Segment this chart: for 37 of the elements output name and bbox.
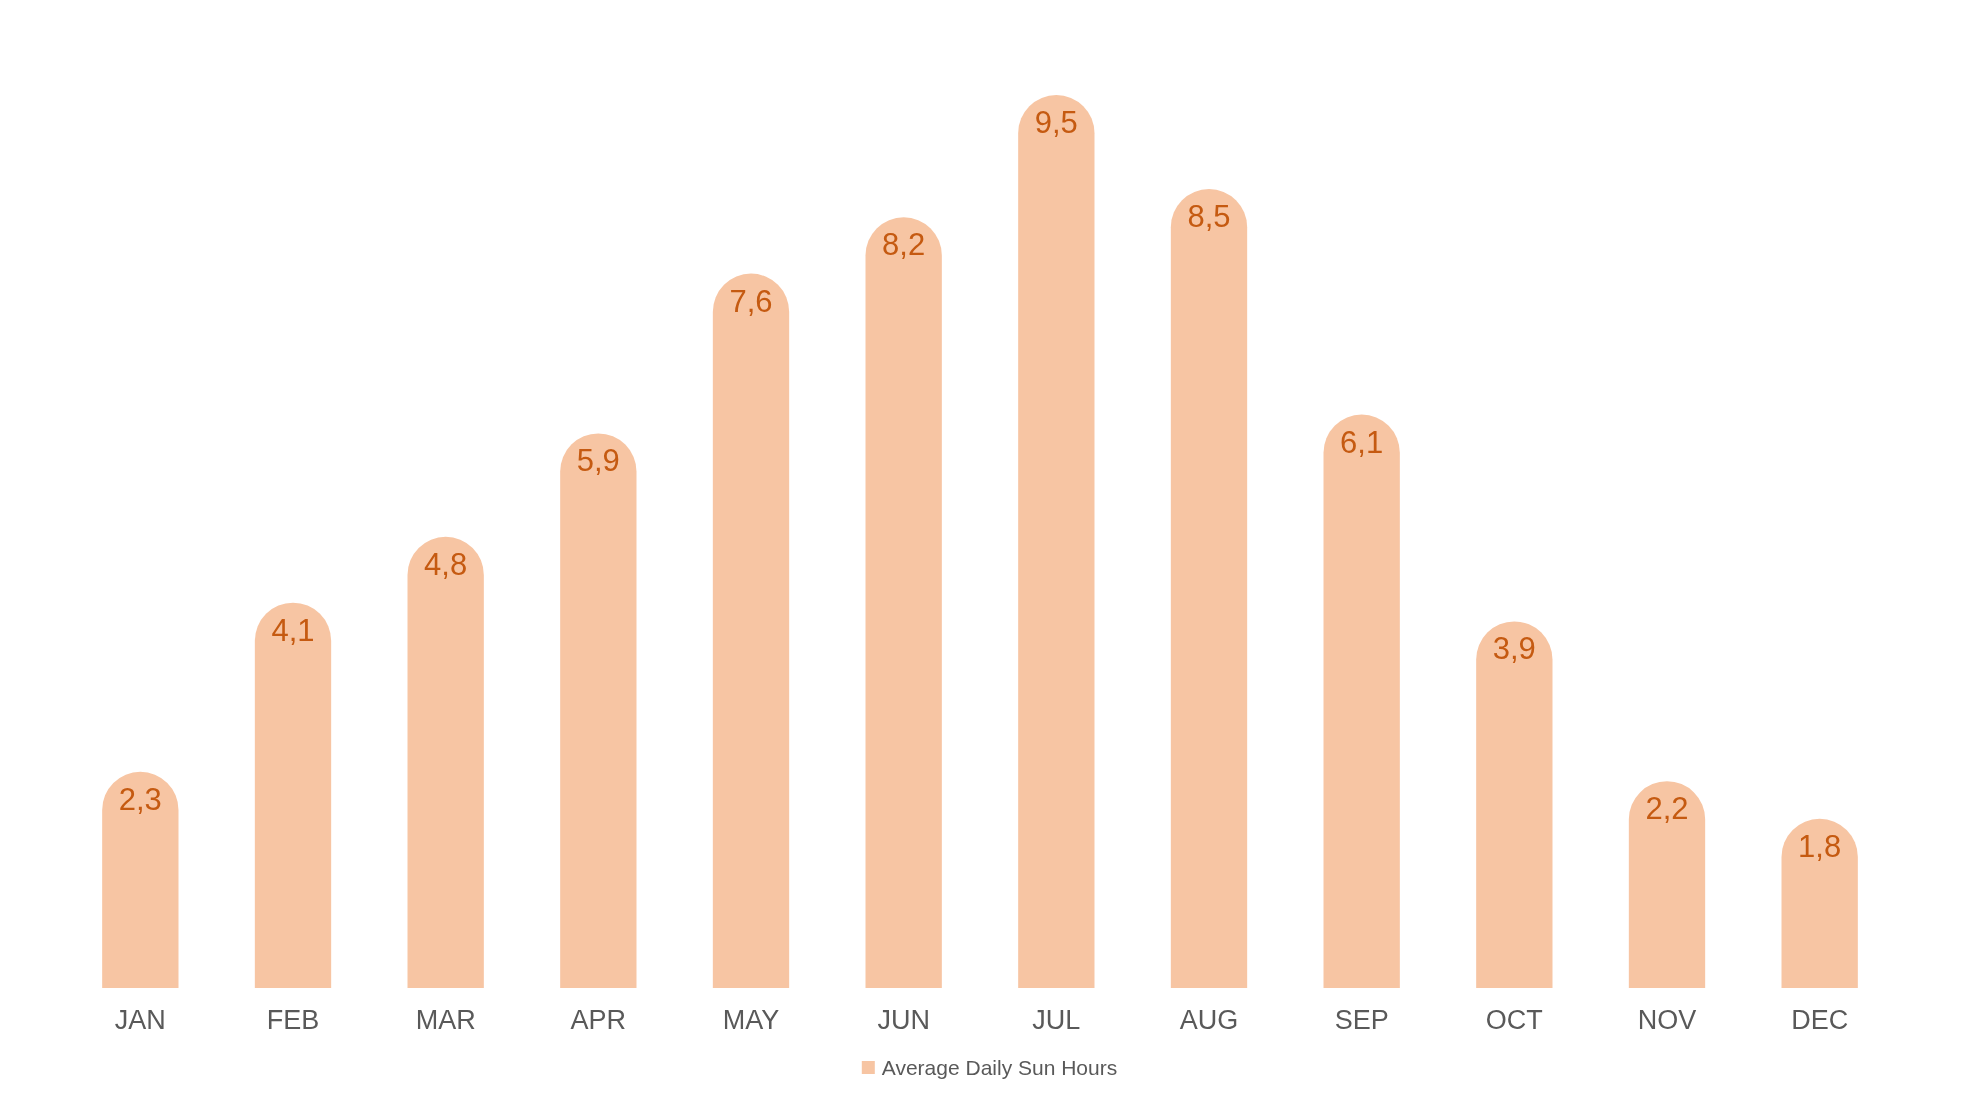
- x-tick-label: MAY: [722, 1005, 780, 1036]
- bar: [1476, 621, 1553, 988]
- data-label: 2,3: [118, 781, 162, 817]
- data-label: 1,8: [1798, 828, 1842, 864]
- data-label: 8,5: [1187, 199, 1231, 234]
- x-tick-label: APR: [570, 1005, 627, 1036]
- data-label: 9,5: [1034, 105, 1078, 140]
- bar: [560, 433, 637, 988]
- x-tick-label: NOV: [1637, 1005, 1697, 1036]
- bar: [1323, 414, 1400, 988]
- x-tick-label: MAR: [415, 1005, 476, 1036]
- bar: [1628, 781, 1706, 988]
- x-tick-label: JUN: [877, 1005, 930, 1036]
- x-tick-label: FEB: [266, 1005, 320, 1036]
- bar: [865, 217, 942, 988]
- data-label: 2,2: [1645, 791, 1689, 827]
- bar: [102, 771, 179, 988]
- bar: [407, 536, 484, 988]
- data-label: 8,2: [882, 227, 926, 263]
- legend-label: Average Daily Sun Hours: [881, 1056, 1118, 1079]
- x-tick-label: JAN: [114, 1005, 166, 1036]
- x-tick-label: DEC: [1791, 1005, 1849, 1036]
- data-label: 4,1: [271, 612, 315, 648]
- data-label: 6,1: [1340, 424, 1384, 460]
- data-label: 7,6: [729, 283, 773, 319]
- x-tick-label: AUG: [1179, 1005, 1239, 1036]
- bar: [1018, 95, 1095, 988]
- bar: [712, 273, 790, 988]
- x-tick-label: OCT: [1485, 1005, 1543, 1036]
- data-label: 3,9: [1492, 631, 1536, 667]
- data-label: 5,9: [576, 443, 620, 479]
- x-tick-label: JUL: [1032, 1005, 1081, 1036]
- bar: [254, 602, 332, 988]
- data-label: 4,8: [424, 546, 468, 582]
- bar: [1170, 189, 1248, 988]
- bar: [1781, 818, 1858, 988]
- x-tick-label: SEP: [1334, 1005, 1389, 1036]
